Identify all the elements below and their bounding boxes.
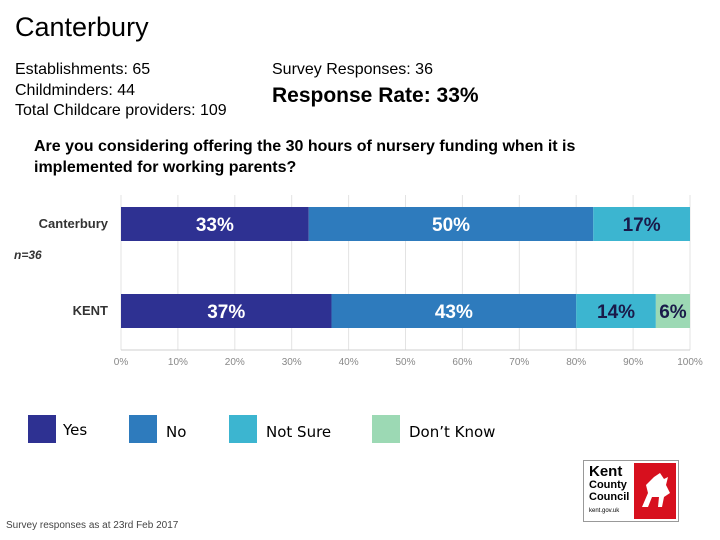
data-label: 43% <box>435 302 473 323</box>
logo-line-2: County <box>589 479 627 491</box>
establishments-count: Establishments: 65 <box>15 61 151 78</box>
data-label: 14% <box>597 302 635 323</box>
data-label: 50% <box>432 215 470 236</box>
logo-text: Kent County Council <box>589 464 629 503</box>
bar-segment <box>331 294 577 328</box>
x-tick-label: 30% <box>282 357 302 368</box>
legend-label: Yes <box>63 421 88 439</box>
bar-segment <box>308 207 594 241</box>
data-label: 6% <box>659 302 687 323</box>
survey-responses-count: Survey Responses: 36 <box>272 61 433 78</box>
x-tick-label: 70% <box>509 357 529 368</box>
data-label: 37% <box>207 302 245 323</box>
x-tick-label: 20% <box>225 357 245 368</box>
page-title: Canterbury <box>15 12 149 42</box>
stacked-bar-chart: 0% 10% 20% 30% 40% 50% 60% 70% 80% 90% 100% Canterb… <box>14 195 703 368</box>
category-label: Canterbury <box>39 216 109 231</box>
legend-swatch <box>372 415 400 443</box>
bar-segment <box>121 207 309 241</box>
legend-swatch <box>28 415 56 443</box>
legend-label: Don’t Know <box>409 423 496 441</box>
survey-question: Are you considering offering the 30 hour… <box>34 138 576 176</box>
bar-segment <box>121 294 332 328</box>
x-tick-label: 90% <box>623 357 643 368</box>
legend-swatch <box>129 415 157 443</box>
response-rate: Response Rate: 33% <box>272 84 479 107</box>
x-tick-label: 40% <box>339 357 359 368</box>
logo-line-3: Council <box>589 491 630 503</box>
footnote: Survey responses as at 23rd Feb 2017 <box>6 520 179 531</box>
x-tick-label: 10% <box>168 357 188 368</box>
bar-segment <box>593 207 690 241</box>
kent-county-council-logo: Kent County Council kent.gov.uk <box>583 460 679 522</box>
total-providers-count: Total Childcare providers: 109 <box>15 102 227 119</box>
horse-icon <box>642 473 670 507</box>
legend-swatch <box>229 415 257 443</box>
white-horse-emblem <box>634 463 676 519</box>
bar-segment <box>655 294 690 328</box>
logo-url: kent.gov.uk <box>589 508 620 514</box>
data-label: 33% <box>196 215 234 236</box>
x-tick-label: 60% <box>452 357 472 368</box>
data-label: 17% <box>623 215 661 236</box>
category-label: KENT <box>73 303 108 318</box>
logo-line-1: Kent <box>589 463 623 480</box>
bar-segment <box>576 294 656 328</box>
legend-label: Not Sure <box>266 423 332 441</box>
childminders-count: Childminders: 44 <box>15 82 136 99</box>
x-tick-label: 50% <box>395 357 415 368</box>
x-tick-label: 0% <box>114 357 129 368</box>
sample-size-annotation: n=36 <box>14 248 42 262</box>
x-tick-label: 100% <box>677 357 703 368</box>
x-tick-label: 80% <box>566 357 586 368</box>
legend-label: No <box>166 423 187 441</box>
